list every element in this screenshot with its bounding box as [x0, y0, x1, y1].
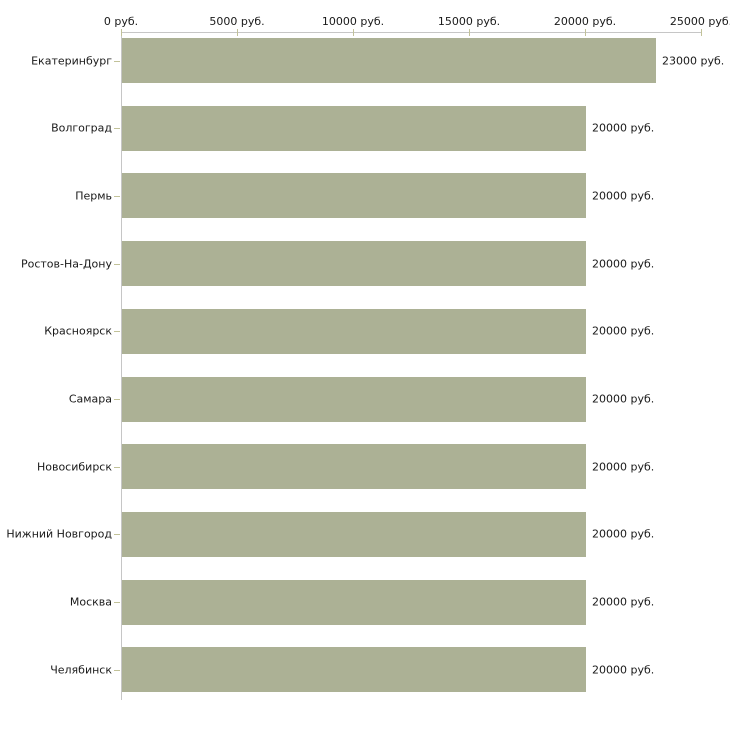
category-tick-mark	[114, 263, 120, 265]
bar-самара	[122, 376, 586, 422]
bar-волгоград	[122, 105, 586, 151]
x-axis-tick-label: 10000 руб.	[321, 15, 385, 28]
value-label: 20000 руб.	[592, 189, 655, 203]
category-tick-mark	[114, 399, 120, 400]
category-label: Ростов-На-Дону	[20, 257, 112, 271]
bar-екатеринбург	[122, 38, 656, 83]
category-label: Красноярск	[44, 324, 112, 338]
category-tick-mark	[114, 331, 120, 333]
category-tick-mark	[114, 602, 120, 604]
value-label: 20000 руб.	[592, 121, 655, 135]
bar-новосибирск	[122, 444, 586, 490]
bar-челябинск	[122, 647, 586, 693]
category-tick-mark	[114, 669, 120, 671]
value-label: 20000 руб.	[592, 324, 655, 338]
value-label: 20000 руб.	[592, 663, 655, 677]
value-label: 20000 руб.	[592, 595, 655, 609]
x-axis-tick-mark	[121, 29, 122, 36]
category-tick-mark	[114, 60, 120, 62]
x-axis-tick-mark	[237, 29, 238, 36]
bar-красноярск	[122, 308, 586, 354]
category-tick-mark	[114, 195, 120, 197]
bar-пермь	[122, 173, 586, 219]
y-axis-line	[121, 32, 122, 700]
x-axis-tick-label: 5000 руб.	[209, 15, 265, 28]
category-label: Пермь	[75, 189, 112, 203]
category-label: Москва	[69, 595, 112, 609]
value-label: 20000 руб.	[592, 527, 655, 541]
bar-ростов-на-дону	[122, 241, 586, 287]
value-label: 20000 руб.	[592, 257, 655, 271]
x-axis-tick-mark	[585, 29, 586, 36]
value-label: 20000 руб.	[592, 460, 655, 474]
category-tick-mark	[114, 534, 120, 536]
category-label: Нижний Новгород	[6, 527, 112, 541]
x-axis-line	[121, 32, 702, 33]
category-label: Самара	[68, 392, 112, 406]
x-axis-tick-label: 0 руб.	[103, 15, 139, 28]
x-axis-tick-mark	[353, 29, 354, 36]
category-tick-mark	[114, 466, 120, 468]
category-label: Челябинск	[50, 663, 112, 677]
bar-москва	[122, 579, 586, 625]
value-label: 23000 руб.	[662, 54, 725, 67]
category-tick-mark	[114, 128, 120, 130]
category-label: Новосибирск	[36, 460, 112, 474]
category-label: Волгоград	[51, 121, 112, 135]
x-axis-tick-mark	[701, 29, 702, 36]
value-label: 20000 руб.	[592, 392, 655, 406]
x-axis-tick-mark	[469, 29, 470, 36]
x-axis-tick-label: 25000 руб.	[669, 15, 730, 28]
category-label: Екатеринбург	[31, 54, 112, 67]
x-axis-tick-label: 20000 руб.	[553, 15, 617, 28]
x-axis-tick-label: 15000 руб.	[437, 15, 501, 28]
bar-нижний-новгород	[122, 511, 586, 557]
